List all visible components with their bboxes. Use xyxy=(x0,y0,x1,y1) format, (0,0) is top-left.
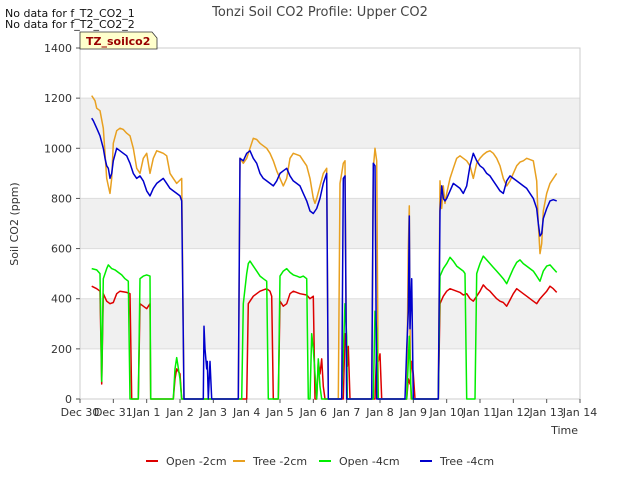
legend-label: Open -4cm xyxy=(339,455,400,468)
y-tick-label: 400 xyxy=(51,293,72,306)
x-tick-label: Jan 7 xyxy=(332,406,360,419)
x-tick-label: Dec 30 xyxy=(61,406,100,419)
background-band xyxy=(80,48,580,99)
badge-shape xyxy=(79,31,158,50)
legend: Open -2cm Tree -2cm Open -4cm Tree -4cm xyxy=(146,455,494,468)
plot-background-bands xyxy=(80,48,580,399)
x-tick-label: Jan 14 xyxy=(562,406,597,419)
site-badge: TZ_soilco2 xyxy=(79,31,158,50)
no-data-note-2: No data for f_T2_CO2_2 xyxy=(5,18,135,31)
y-tick-label: 0 xyxy=(65,393,72,406)
y-axis-ticks: 0 200 400 600 800 1000 1200 1400 xyxy=(44,42,80,406)
y-tick-label: 800 xyxy=(51,192,72,205)
x-tick-label: Jan 9 xyxy=(399,406,427,419)
y-tick-label: 1400 xyxy=(44,42,72,55)
background-band xyxy=(80,298,580,349)
background-band xyxy=(80,348,580,399)
y-tick-label: 600 xyxy=(51,243,72,256)
y-tick-label: 1000 xyxy=(44,142,72,155)
y-tick-label: 1200 xyxy=(44,92,72,105)
background-band xyxy=(80,98,580,149)
x-tick-label: Jan 10 xyxy=(428,406,463,419)
series-line-tree-2cm xyxy=(91,95,558,400)
x-tick-label: Jan 1 xyxy=(132,406,160,419)
y-axis-label: Soil CO2 (ppm) xyxy=(8,182,21,265)
x-tick-label: Jan 12 xyxy=(495,406,530,419)
background-band xyxy=(80,148,580,199)
x-tick-label: Dec 31 xyxy=(94,406,133,419)
x-tick-label: Jan 6 xyxy=(299,406,327,419)
x-tick-label: Jan 4 xyxy=(232,406,260,419)
x-tick-label: Jan 13 xyxy=(528,406,563,419)
background-band xyxy=(80,198,580,249)
x-tick-label: Jan 8 xyxy=(365,406,393,419)
series-lines xyxy=(91,95,558,400)
chart-title: Tonzi Soil CO2 Profile: Upper CO2 xyxy=(211,5,428,20)
legend-label: Open -2cm xyxy=(166,455,227,468)
legend-label: Tree -2cm xyxy=(252,455,307,468)
background-band xyxy=(80,248,580,299)
x-axis-label: Time xyxy=(550,424,578,437)
x-tick-label: Jan 11 xyxy=(462,406,497,419)
x-tick-label: Jan 2 xyxy=(165,406,193,419)
x-tick-label: Jan 3 xyxy=(199,406,227,419)
y-tick-label: 200 xyxy=(51,343,72,356)
legend-label: Tree -4cm xyxy=(439,455,494,468)
x-tick-label: Jan 5 xyxy=(265,406,293,419)
no-data-note-1: No data for f_T2_CO2_1 xyxy=(5,7,135,20)
badge-label: TZ_soilco2 xyxy=(86,35,150,48)
series-line-tree-4cm xyxy=(91,117,557,400)
series-line-open-4cm xyxy=(91,255,558,400)
